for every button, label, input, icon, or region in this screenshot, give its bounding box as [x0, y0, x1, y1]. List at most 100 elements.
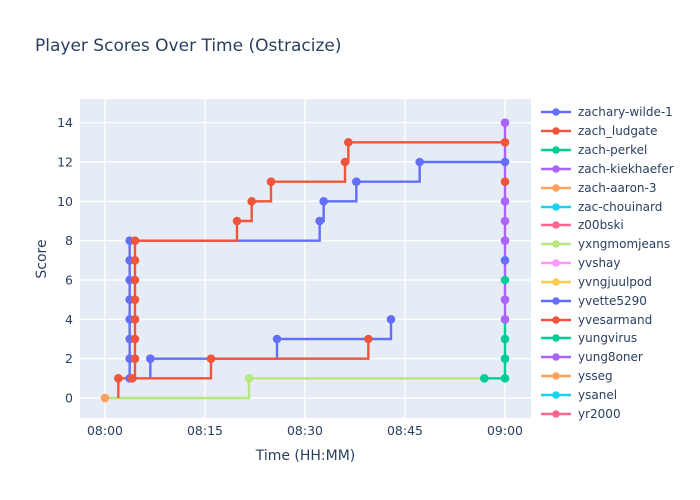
legend-swatch — [541, 391, 571, 399]
legend-label: zac-chouinard — [578, 199, 663, 214]
series-marker-zach_ludgate — [266, 177, 276, 186]
x-tick-label: 08:15 — [187, 423, 223, 438]
legend-label: zach-kiekhaefer — [578, 161, 674, 176]
series-marker-zach-kiekhaefer — [500, 236, 510, 245]
legend-marker — [552, 278, 560, 286]
series-marker-zachary-wilde-1 — [352, 177, 361, 186]
legend-marker — [552, 334, 560, 343]
series-marker-yvesarmand — [114, 374, 123, 383]
legend-item-yr2000[interactable]: yr2000 — [541, 404, 674, 423]
legend-swatch — [541, 315, 571, 324]
legend-item-yxngmomjeans[interactable]: yxngmomjeans — [541, 235, 674, 254]
series-marker-zach_ludgate — [247, 197, 256, 206]
series-marker-yvesarmand — [500, 177, 510, 186]
legend-marker — [552, 221, 560, 230]
series-marker-zachary-wilde-1 — [319, 197, 328, 206]
legend-label: zach-aaron-3 — [578, 180, 657, 195]
legend-item-zach-kiekhaefer[interactable]: zach-kiekhaefer — [541, 159, 674, 178]
legend-label: yungvirus — [578, 331, 638, 346]
legend-marker — [552, 391, 560, 399]
series-marker-yvette5290 — [386, 315, 396, 324]
legend-item-zach-aaron-3[interactable]: zach-aaron-3 — [541, 178, 674, 197]
series-marker-ysseg — [100, 393, 110, 403]
legend-swatch — [541, 146, 571, 154]
legend-item-yungvirus[interactable]: yungvirus — [541, 329, 674, 348]
legend-label: yxngmomjeans — [578, 237, 671, 252]
legend-item-ysseg[interactable]: ysseg — [541, 367, 674, 386]
legend-swatch — [541, 165, 571, 173]
series-marker-zachary-wilde-1 — [500, 157, 510, 167]
series-marker-yvette5290 — [500, 256, 510, 265]
y-tick-label: 0 — [65, 391, 73, 406]
legend-marker — [552, 165, 560, 173]
series-marker-zach-perkel — [500, 334, 510, 344]
legend-swatch — [541, 259, 571, 267]
legend-marker — [552, 146, 560, 154]
series-marker-zach-perkel — [500, 354, 510, 363]
x-tick-label: 08:45 — [387, 423, 423, 438]
series-marker-zach_ludgate — [344, 138, 353, 147]
legend-marker — [552, 315, 560, 324]
legend-swatch — [541, 240, 571, 249]
legend-item-yvngjuulpod[interactable]: yvngjuulpod — [541, 272, 674, 291]
chart-title: Player Scores Over Time (Ostracize) — [35, 36, 342, 56]
series-marker-yungvirus — [500, 275, 510, 285]
series-line-yxngmomjeans — [105, 377, 505, 400]
legend-label: ysseg — [578, 369, 613, 383]
legend-item-zac-chouinard[interactable]: zac-chouinard — [541, 197, 674, 216]
legend-item-yvesarmand[interactable]: yvesarmand — [541, 310, 674, 329]
legend-marker — [552, 202, 560, 211]
series-marker-yxngmomjeans — [244, 374, 254, 383]
y-tick-label: 12 — [57, 154, 73, 169]
x-tick-label: 09:00 — [487, 423, 523, 438]
x-tick-label: 08:30 — [287, 423, 323, 438]
legend-label: yung8oner — [578, 350, 643, 365]
legend-swatch — [541, 221, 571, 230]
legend-item-zach_ludgate[interactable]: zach_ludgate — [541, 122, 674, 141]
legend-label: ysanel — [578, 387, 618, 402]
series-marker-zach-kiekhaefer — [500, 118, 510, 127]
legend-item-yvette5290[interactable]: yvette5290 — [541, 291, 674, 310]
series-marker-zachary-wilde-1 — [415, 157, 424, 167]
legend-marker — [552, 127, 560, 136]
legend-marker — [552, 353, 560, 361]
legend-marker — [552, 409, 560, 418]
legend-item-zachary-wilde-1[interactable]: zachary-wilde-1 — [541, 103, 674, 122]
legend-swatch — [541, 353, 571, 361]
series-marker-zach_ludgate — [500, 138, 510, 147]
series-marker-zachary-wilde-1 — [315, 216, 324, 226]
legend-item-zach-perkel[interactable]: zach-perkel — [541, 141, 674, 160]
series-marker-zach_ludgate — [130, 334, 140, 344]
series-marker-zach-kiekhaefer — [500, 315, 510, 324]
legend-label: zach_ludgate — [578, 124, 658, 139]
legend-item-ysanel[interactable]: ysanel — [541, 385, 674, 404]
y-tick-label: 10 — [57, 194, 73, 209]
legend-swatch — [541, 108, 571, 117]
series-marker-yvesarmand — [364, 334, 373, 344]
series-marker-yvette5290 — [272, 334, 282, 344]
legend-label: yvesarmand — [578, 312, 653, 327]
legend-label: z00bski — [578, 218, 624, 233]
legend-label: yvette5290 — [578, 293, 647, 308]
x-axis-title: Time (HH:MM) — [255, 448, 356, 464]
legend-marker — [552, 183, 560, 192]
legend-swatch — [541, 127, 571, 136]
legend-swatch — [541, 183, 571, 192]
series-marker-zach_ludgate — [232, 216, 242, 226]
legend-marker — [552, 372, 560, 380]
series-marker-zach_ludgate — [340, 157, 350, 167]
legend-swatch — [541, 296, 571, 305]
legend-item-yvshay[interactable]: yvshay — [541, 254, 674, 273]
legend-swatch — [541, 278, 571, 286]
series-marker-zach-perkel — [480, 374, 489, 383]
legend-marker — [552, 108, 560, 117]
legend-item-z00bski[interactable]: z00bski — [541, 216, 674, 235]
series-marker-zach_ludgate — [130, 236, 140, 245]
legend-label: yvshay — [578, 256, 621, 271]
legend-label: zach-perkel — [578, 143, 648, 158]
series-marker-zach_ludgate — [130, 354, 140, 363]
series-marker-zach_ludgate — [130, 275, 140, 285]
legend-item-yung8oner[interactable]: yung8oner — [541, 348, 674, 367]
legend-swatch — [541, 372, 571, 380]
